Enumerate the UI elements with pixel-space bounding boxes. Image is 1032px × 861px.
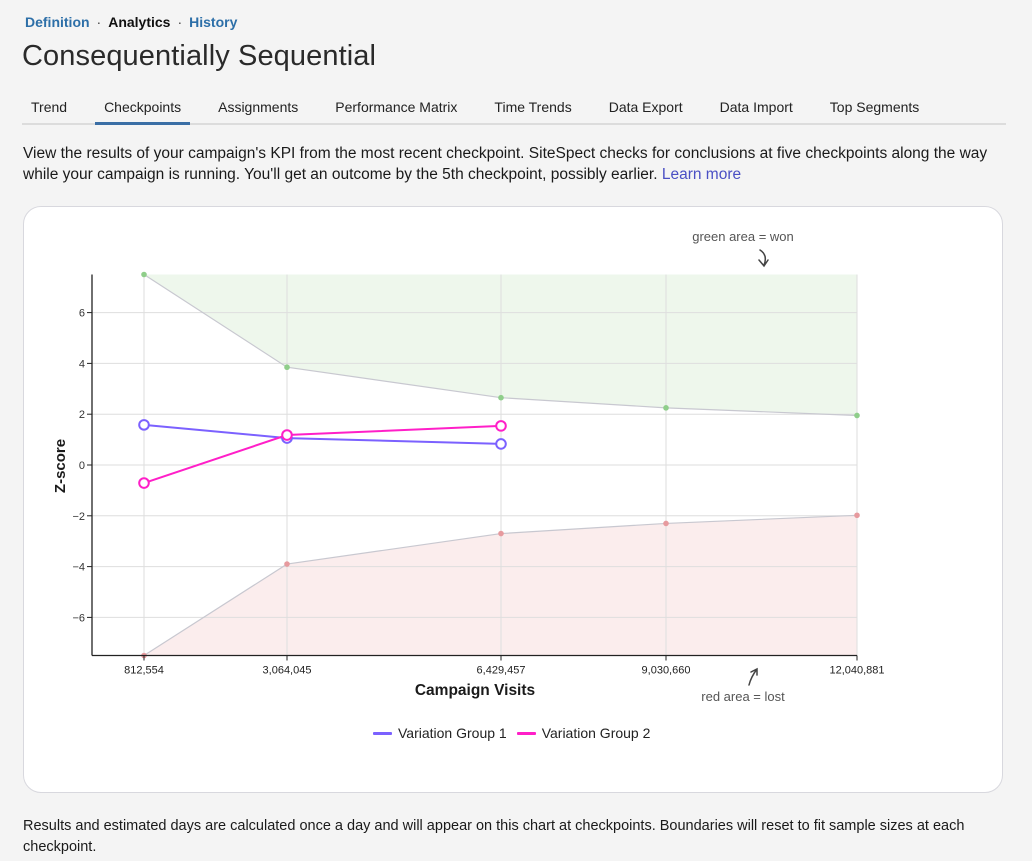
y-tick-label: −4: [72, 562, 85, 574]
up-arrow-icon: [748, 667, 758, 686]
tab-assignments[interactable]: Assignments: [218, 99, 299, 115]
tab-trend[interactable]: Trend: [31, 99, 68, 115]
tab-data-import[interactable]: Data Import: [719, 99, 793, 115]
y-tick-label: −6: [72, 612, 85, 624]
breadcrumb: Definition · Analytics · History: [25, 14, 237, 30]
y-tick-label: 6: [79, 308, 85, 320]
tab-checkpoints[interactable]: Checkpoints: [95, 92, 191, 125]
x-tick-label: 3,064,045: [263, 665, 312, 677]
tab-performance-matrix[interactable]: Performance Matrix: [335, 99, 458, 115]
page-title: Consequentially Sequential: [22, 40, 377, 72]
upper-boundary-point: [498, 394, 504, 401]
lost-annotation: red area = lost: [701, 689, 785, 704]
x-axis-label: Campaign Visits: [415, 682, 535, 699]
y-tick-label: −2: [72, 511, 85, 523]
chart-axes: 6 4 2 0 −2 −4 −6 812,554 3,064,045 6,429,457 9,030…: [72, 274, 885, 677]
footnote: Results and estimated days are calculate…: [23, 818, 965, 855]
lower-boundary-point: [854, 512, 860, 519]
legend-swatch-group-2: [516, 731, 536, 735]
y-axis-label: Z-score: [52, 439, 69, 493]
tab-top-segments[interactable]: Top Segments: [829, 99, 920, 115]
chart-grid: [92, 274, 858, 656]
tab-time-trends[interactable]: Time Trends: [494, 99, 572, 115]
lower-boundary-point: [284, 561, 290, 567]
upper-boundary-point: [284, 364, 290, 371]
x-tick-label: 9,030,660: [642, 665, 691, 677]
intro-description: View the results of your campaign's KPI …: [23, 145, 988, 183]
intro-text: View the results of your campaign's KPI …: [23, 143, 1013, 185]
legend-variation-group-1[interactable]: Variation Group 1: [373, 725, 507, 741]
upper-boundary-point: [141, 271, 147, 278]
lower-boundary-point: [663, 520, 669, 527]
breadcrumb-separator: ·: [177, 14, 183, 30]
x-tick-label: 812,554: [124, 665, 164, 677]
breadcrumb-history[interactable]: History: [189, 14, 238, 30]
data-point-group-2[interactable]: [281, 429, 293, 441]
boundary-lines: [141, 271, 860, 659]
y-tick-label: 4: [79, 358, 85, 370]
legend-variation-group-2[interactable]: Variation Group 2: [516, 725, 651, 741]
legend-swatch-group-1: [373, 731, 392, 735]
y-tick-label: 2: [79, 409, 85, 421]
won-annotation: green area = won: [692, 229, 794, 244]
chart-legend: Variation Group 1 Variation Group 2: [373, 725, 660, 741]
data-point-group-2[interactable]: [495, 420, 507, 432]
legend-label-group-2: Variation Group 2: [541, 725, 651, 741]
learn-more-link[interactable]: Learn more: [661, 166, 742, 183]
tab-data-export[interactable]: Data Export: [608, 99, 683, 115]
breadcrumb-definition[interactable]: Definition: [25, 14, 90, 30]
tab-bar: Trend Checkpoints Assignments Performanc…: [22, 92, 1006, 125]
data-point-group-1[interactable]: [138, 419, 150, 431]
upper-boundary-point: [663, 405, 669, 411]
down-arrow-icon: [758, 249, 769, 268]
chart-series: [138, 419, 507, 489]
legend-label-group-1: Variation Group 1: [398, 725, 507, 741]
y-tick-label: 0: [79, 460, 85, 472]
lower-boundary-point: [498, 530, 504, 537]
data-point-group-2[interactable]: [138, 477, 150, 489]
breadcrumb-analytics: Analytics: [108, 14, 171, 30]
series-line-group-2: [143, 424, 502, 484]
x-tick-label: 6,429,457: [477, 665, 526, 677]
breadcrumb-separator: ·: [96, 14, 102, 30]
upper-boundary-point: [854, 412, 860, 419]
x-tick-label: 12,040,881: [829, 665, 884, 677]
data-point-group-1[interactable]: [495, 438, 507, 450]
